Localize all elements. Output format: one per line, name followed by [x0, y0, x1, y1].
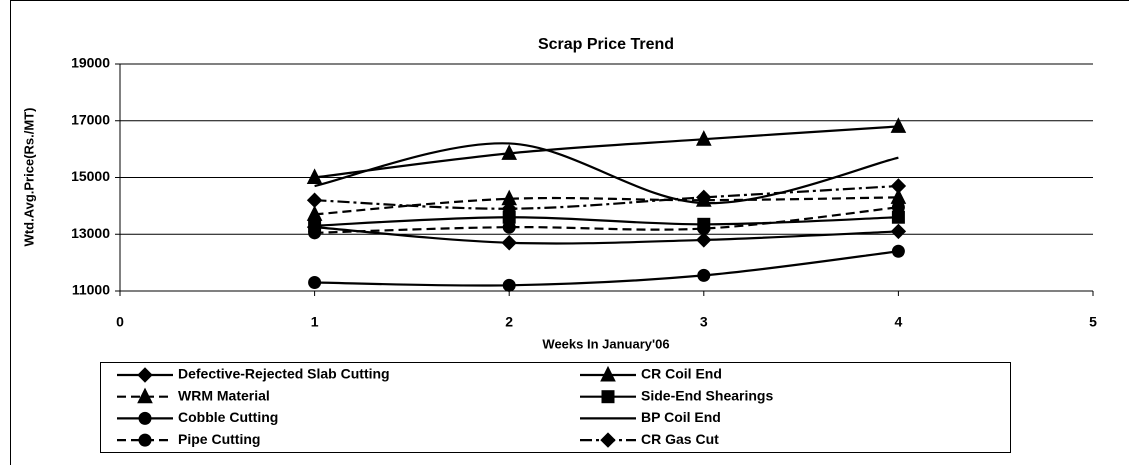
marker	[600, 432, 616, 448]
series-line	[314, 250, 899, 287]
y-tick-label: 13000	[71, 225, 110, 241]
legend-label: Cobble Cutting	[178, 409, 278, 425]
marker	[138, 433, 152, 447]
legend-box	[100, 362, 1011, 453]
y-axis-label: Wtd.Avg.Price(Rs./MT)	[21, 108, 36, 247]
legend-label: Side-End Shearings	[641, 387, 773, 403]
marker	[502, 220, 516, 234]
y-tick-label: 19000	[71, 55, 110, 71]
legend-label: CR Coil End	[641, 366, 722, 382]
x-tick-label: 5	[1089, 314, 1097, 330]
marker	[137, 367, 153, 383]
legend-label: CR Gas Cut	[641, 431, 719, 447]
marker	[501, 144, 518, 160]
y-tick-label: 11000	[72, 282, 110, 298]
series-line	[314, 206, 899, 234]
marker	[502, 278, 516, 292]
series-line	[314, 226, 899, 245]
marker	[138, 411, 152, 425]
marker	[501, 201, 517, 217]
marker	[306, 168, 323, 184]
marker	[137, 387, 153, 404]
marker	[306, 192, 323, 208]
series-line	[314, 125, 899, 179]
y-tick-label: 15000	[71, 168, 110, 184]
x-axis-label: Weeks In January'06	[542, 336, 669, 351]
marker	[891, 244, 905, 258]
marker	[308, 275, 322, 289]
marker	[696, 189, 712, 206]
x-tick-label: 3	[700, 314, 708, 330]
legend-label: Pipe Cutting	[178, 431, 260, 447]
x-tick-label: 1	[311, 314, 319, 330]
series-line	[314, 196, 899, 216]
marker	[891, 200, 905, 214]
y-tick-label: 17000	[71, 111, 110, 127]
marker	[697, 222, 711, 236]
series-line	[314, 216, 899, 227]
legend-label: BP Coil End	[641, 409, 721, 425]
x-tick-label: 0	[116, 314, 124, 330]
marker	[601, 390, 615, 404]
series-line	[314, 142, 899, 205]
x-tick-label: 4	[895, 314, 903, 330]
marker	[890, 117, 907, 133]
marker	[308, 226, 322, 240]
x-tick-label: 2	[505, 314, 513, 330]
marker	[600, 365, 616, 382]
legend-label: WRM Material	[178, 387, 270, 403]
chart-title: Scrap Price Trend	[538, 36, 674, 53]
series-line	[314, 184, 899, 210]
legend-label: Defective-Rejected Slab Cutting	[178, 366, 390, 382]
marker	[501, 235, 517, 251]
marker	[695, 130, 712, 146]
marker	[890, 178, 907, 194]
marker	[696, 232, 712, 248]
marker	[697, 268, 711, 282]
marker	[890, 223, 907, 240]
